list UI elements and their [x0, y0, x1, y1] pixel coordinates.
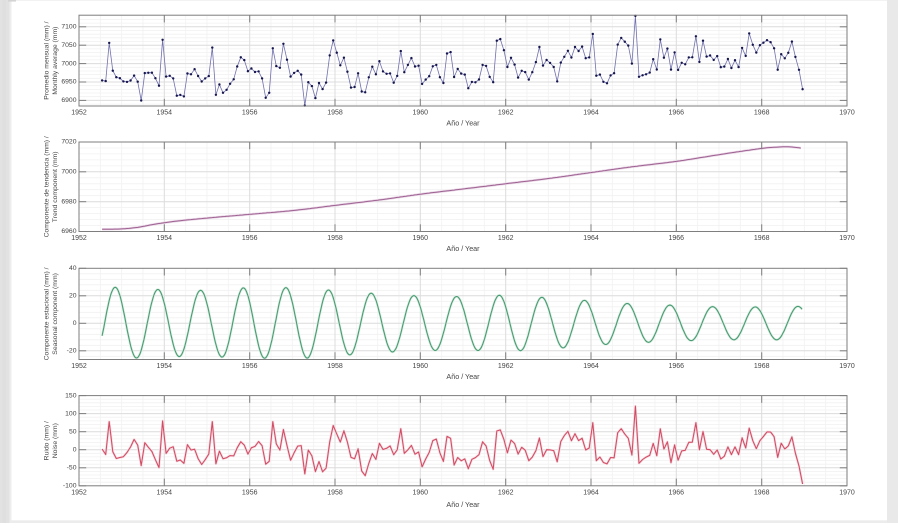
svg-text:1956: 1956 — [242, 489, 258, 496]
svg-text:7100: 7100 — [61, 24, 76, 31]
svg-text:1964: 1964 — [583, 489, 599, 496]
svg-text:0: 0 — [73, 446, 77, 453]
svg-text:1970: 1970 — [839, 489, 855, 496]
svg-text:1966: 1966 — [669, 110, 685, 117]
svg-text:1954: 1954 — [157, 110, 173, 117]
svg-text:1954: 1954 — [157, 489, 173, 496]
svg-text:1968: 1968 — [754, 489, 770, 496]
svg-text:1966: 1966 — [669, 235, 685, 242]
svg-text:Trend component (mm): Trend component (mm) — [52, 151, 59, 222]
svg-text:1952: 1952 — [71, 235, 87, 242]
svg-text:Ruido (mm) /: Ruido (mm) / — [44, 421, 51, 460]
svg-text:Noise (mm): Noise (mm) — [52, 423, 59, 458]
svg-text:-20: -20 — [67, 348, 77, 355]
svg-text:1952: 1952 — [71, 110, 87, 117]
svg-text:1956: 1956 — [242, 235, 258, 242]
svg-text:1968: 1968 — [754, 235, 770, 242]
svg-text:Año / Year: Año / Year — [446, 244, 480, 253]
svg-text:1958: 1958 — [327, 235, 343, 242]
svg-text:50: 50 — [69, 428, 77, 435]
svg-text:7050: 7050 — [61, 42, 76, 49]
svg-text:1958: 1958 — [327, 363, 343, 370]
svg-text:Año / Year: Año / Year — [446, 500, 480, 509]
svg-text:1952: 1952 — [71, 363, 87, 370]
svg-text:1970: 1970 — [839, 110, 855, 117]
svg-text:-50: -50 — [67, 465, 77, 472]
svg-text:Componente estacional (mm) /: Componente estacional (mm) / — [44, 267, 51, 360]
svg-text:1962: 1962 — [498, 489, 514, 496]
svg-text:1968: 1968 — [754, 363, 770, 370]
svg-text:Monthly average (mm): Monthly average (mm) — [52, 27, 59, 95]
svg-text:7000: 7000 — [61, 60, 76, 67]
svg-text:1960: 1960 — [413, 110, 429, 117]
svg-text:1968: 1968 — [754, 110, 770, 117]
svg-text:1956: 1956 — [242, 110, 258, 117]
svg-text:1958: 1958 — [327, 489, 343, 496]
svg-text:1960: 1960 — [413, 235, 429, 242]
svg-text:20: 20 — [69, 293, 77, 300]
svg-text:1960: 1960 — [413, 363, 429, 370]
svg-text:1962: 1962 — [498, 235, 514, 242]
svg-text:6950: 6950 — [61, 79, 76, 86]
svg-text:0: 0 — [73, 320, 77, 327]
svg-text:1956: 1956 — [242, 363, 258, 370]
svg-text:Seasonal component (mm): Seasonal component (mm) — [52, 273, 59, 355]
svg-text:1964: 1964 — [583, 110, 599, 117]
svg-text:1958: 1958 — [327, 110, 343, 117]
svg-text:Promedio mensual (mm) /: Promedio mensual (mm) / — [44, 21, 51, 99]
svg-text:6980: 6980 — [61, 198, 76, 205]
svg-text:1952: 1952 — [71, 489, 87, 496]
svg-text:7000: 7000 — [61, 169, 76, 176]
svg-text:1964: 1964 — [583, 235, 599, 242]
svg-text:6960: 6960 — [61, 228, 76, 235]
svg-text:1966: 1966 — [669, 363, 685, 370]
svg-text:1954: 1954 — [157, 363, 173, 370]
svg-text:1962: 1962 — [498, 110, 514, 117]
svg-text:1962: 1962 — [498, 363, 514, 370]
svg-text:6900: 6900 — [61, 97, 76, 104]
svg-text:1954: 1954 — [157, 235, 173, 242]
svg-text:-100: -100 — [63, 483, 77, 490]
svg-text:150: 150 — [65, 392, 77, 399]
svg-text:Componente de tendencia (mm) /: Componente de tendencia (mm) / — [44, 136, 51, 237]
svg-text:7020: 7020 — [61, 139, 76, 146]
svg-text:1970: 1970 — [839, 235, 855, 242]
svg-text:1960: 1960 — [413, 489, 429, 496]
svg-text:1966: 1966 — [669, 489, 685, 496]
svg-text:1970: 1970 — [839, 363, 855, 370]
svg-text:40: 40 — [69, 265, 77, 272]
svg-text:Año / Year: Año / Year — [446, 119, 480, 128]
svg-text:100: 100 — [65, 410, 77, 417]
svg-text:Año / Year: Año / Year — [446, 372, 480, 381]
svg-text:1964: 1964 — [583, 363, 599, 370]
